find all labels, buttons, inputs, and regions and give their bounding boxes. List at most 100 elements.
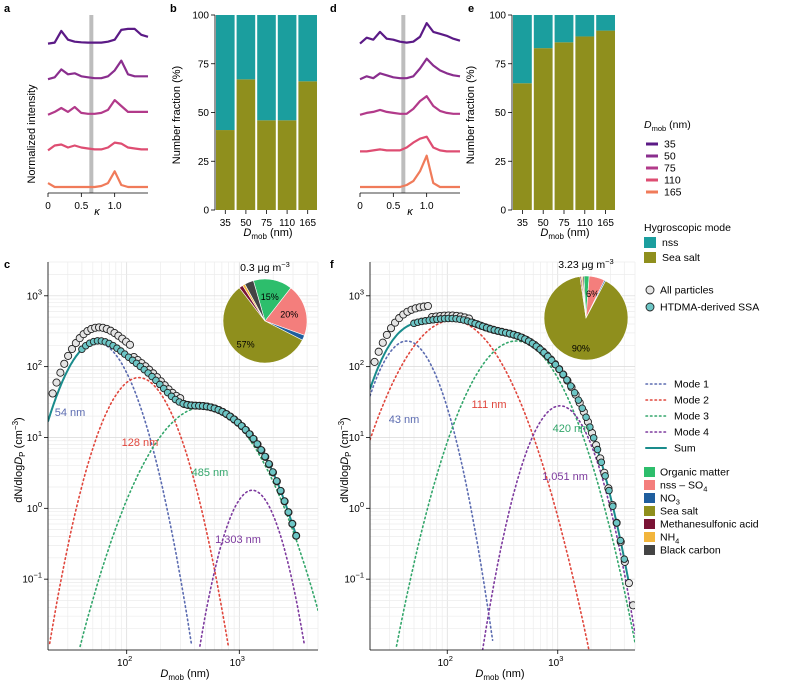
f-ssa-point — [597, 458, 606, 466]
f-mode-4 — [481, 404, 635, 650]
e-xtick-label-35: 35 — [517, 218, 529, 229]
legend-hygro-title: Hygroscopic mode — [644, 222, 731, 234]
f-all-particles-point — [370, 357, 379, 366]
e-bar-75-nss — [554, 15, 574, 43]
f-mass-label: 3.23 μg m−3 — [558, 257, 613, 271]
b-ytick-label-100: 100 — [192, 11, 209, 22]
f-xtick-label-3: 103 — [548, 654, 563, 669]
f-ssa-point — [620, 555, 629, 563]
b-bar-110-sea-salt — [277, 120, 297, 210]
a-line-50 — [47, 59, 148, 81]
f-pie-label-sea-salt: 90% — [572, 343, 590, 353]
f-pie-slice-sea-salt — [543, 276, 629, 361]
c-all-particles-point — [52, 378, 61, 387]
panel-c-size-distribution: 10−1 100 101 102 103 102 103 54 nm 128 nm 485 nm 1… — [22, 260, 319, 669]
panel-label-e: e — [468, 3, 474, 15]
b-bar-35-nss — [216, 15, 235, 131]
panel-label-c: c — [4, 259, 10, 271]
e-bar-50-nss — [533, 15, 553, 49]
d-xtick-label-2: 1.0 — [420, 201, 434, 212]
d-xtick-label-0: 0 — [357, 201, 363, 212]
b-ytick-label-0: 0 — [203, 206, 209, 217]
legend-particles-label-0: All particles — [660, 285, 714, 297]
c-ssa-point — [265, 460, 273, 468]
d-line-165 — [360, 154, 460, 189]
c-ytick-label-3: 103 — [27, 287, 42, 302]
legend-mode-label-3: Mode 4 — [674, 427, 709, 439]
e-bar-35-nss — [513, 15, 532, 84]
panel-c-ylabel: dN/dlogDP (cm−3) — [11, 417, 27, 502]
panel-e-xlabel: Dmob (nm) — [540, 227, 589, 241]
f-all-particles-point — [386, 324, 396, 333]
panel-f-xlabel: Dmob (nm) — [475, 668, 524, 682]
f-mode-3 — [395, 340, 635, 647]
c-plot-area — [48, 323, 318, 649]
b-ytick-label-25: 25 — [198, 157, 210, 168]
c-mode-2 — [48, 376, 230, 649]
f-ssa-point — [563, 376, 571, 384]
e-bar-110-nss — [575, 15, 595, 37]
c-sum-curve — [48, 339, 298, 537]
f-ssa-point — [578, 404, 586, 413]
panel-d-kappa-spectra: 0 0.5 1.0 — [357, 15, 461, 212]
legend-hygro-swatch-0 — [644, 237, 656, 248]
c-xtick-label-2: 102 — [117, 654, 132, 669]
c-ytick-label--1: 10−1 — [22, 571, 42, 586]
c-ssa-point — [276, 486, 285, 495]
legend-particles-marker-0 — [645, 285, 655, 295]
c-ssa-point — [261, 452, 269, 461]
e-bar-165-nss — [596, 15, 615, 31]
f-mode-label-2: 111 nm — [471, 399, 506, 411]
c-mode-label-2: 128 nm — [122, 437, 159, 449]
legend-comp-label-3: Sea salt — [660, 506, 698, 518]
e-ytick-label-75: 75 — [495, 59, 507, 70]
f-ssa-point — [582, 413, 590, 421]
b-bar-50-sea-salt — [236, 79, 256, 210]
c-all-particles-point — [67, 344, 77, 354]
c-mass-label: 0.3 μg m−3 — [240, 260, 290, 274]
e-xtick-label-75: 75 — [558, 218, 570, 229]
f-mode-2 — [370, 319, 590, 650]
c-ssa-point — [280, 497, 289, 505]
e-xtick-label-50: 50 — [538, 218, 550, 229]
a-line-35 — [47, 27, 149, 45]
e-bar-165-sea-salt — [596, 30, 615, 210]
f-mode-1 — [370, 340, 494, 641]
f-ssa-point — [593, 445, 602, 454]
legend-comp-swatch-1 — [644, 480, 655, 490]
c-ytick-label-0: 100 — [27, 500, 42, 515]
legend-dmob-label-50: 50 — [664, 151, 676, 163]
b-xtick-label-110: 110 — [279, 218, 295, 229]
panel-f-ylabel: dN/dlogDP (cm−3) — [337, 417, 353, 502]
legend-particles-label-1: HTDMA-derived SSA — [660, 302, 759, 314]
f-all-particles-point — [624, 579, 633, 588]
f-ssa-point — [589, 434, 598, 442]
c-ssa-point — [292, 532, 300, 540]
legend-comp-label-1: nss – SO4 — [660, 480, 707, 494]
a-xtick-label-2: 1.0 — [108, 201, 122, 212]
legend-comp-label-5: NH4 — [660, 532, 679, 546]
f-all-particles-point — [423, 301, 432, 311]
legend-comp-label-0: Organic matter — [660, 467, 730, 479]
f-ssa-point — [559, 370, 567, 379]
e-bar-110-sea-salt — [575, 36, 595, 211]
legend-dmob-label-110: 110 — [664, 175, 681, 187]
panel-label-a: a — [4, 3, 11, 15]
e-bar-75-sea-salt — [554, 42, 574, 210]
legend-hygro-label-0: nss — [662, 237, 678, 249]
d-line-50 — [359, 57, 461, 81]
b-xtick-label-165: 165 — [299, 218, 316, 229]
f-ssa-point — [574, 396, 583, 404]
f-ssa-point — [605, 486, 613, 495]
panel-c-xlabel: Dmob (nm) — [160, 668, 209, 682]
a-line-165 — [47, 170, 148, 189]
legend-comp-swatch-5 — [644, 532, 655, 542]
e-ytick-label-50: 50 — [495, 108, 507, 119]
f-plot-area — [370, 301, 635, 650]
c-pie-slice-nss-so4 — [264, 287, 308, 336]
f-ssa-point — [601, 472, 609, 480]
panel-e-number-fraction: 35 50 75 110 165 0 25 50 75 100 — [489, 11, 615, 229]
legend-comp-swatch-3 — [644, 506, 655, 516]
legend-comp-label-4: Methanesulfonic acid — [660, 519, 759, 531]
d-line-75 — [359, 95, 460, 116]
